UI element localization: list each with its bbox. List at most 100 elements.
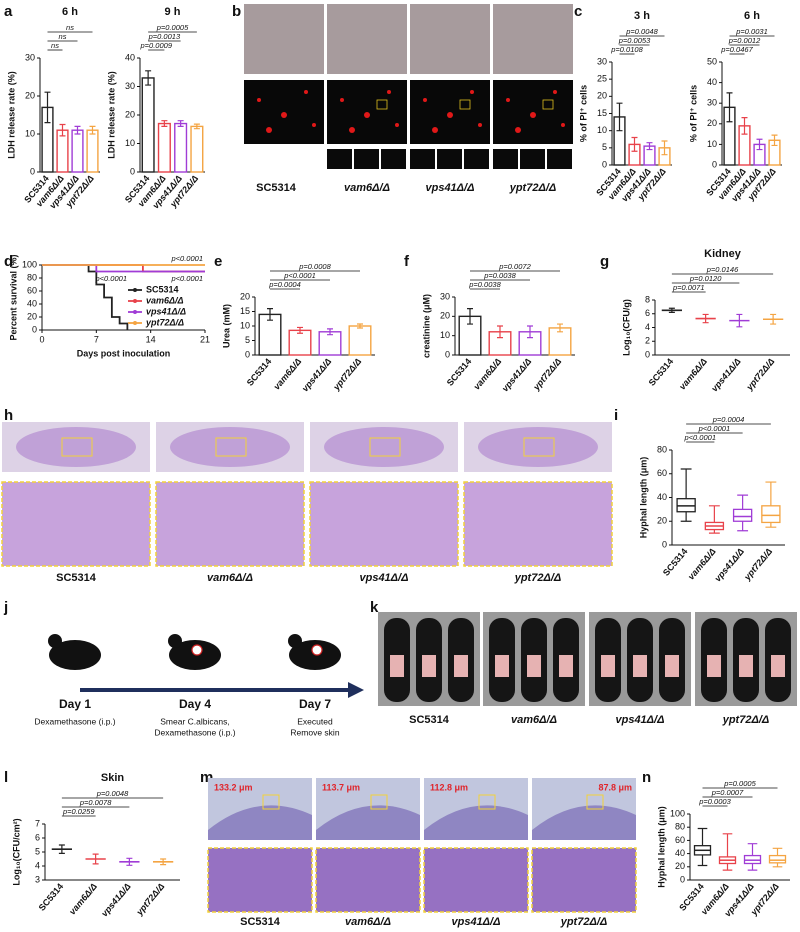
error-bar (161, 120, 168, 127)
whisker-low (680, 511, 692, 522)
y-tick-label: 30 (597, 56, 607, 66)
pi-cell (447, 112, 453, 118)
skin-tissue (424, 805, 528, 840)
y-tick-label: 15 (597, 108, 607, 118)
skin-lesion (665, 655, 679, 677)
tissue-region (324, 427, 444, 467)
image-label: ypt72Δ/Δ (509, 182, 557, 194)
pi-cell (364, 112, 370, 118)
skin-lesion (454, 655, 468, 677)
chart-title: Kidney (704, 248, 742, 260)
depth-measurement: 133.2 μm (214, 782, 253, 792)
timeline-text: Dexamethasone (i.p.) (154, 727, 235, 737)
y-axis-label: LDH release rate (%) (106, 71, 116, 159)
y-tick-label: 40 (125, 52, 135, 62)
panel-letter: l (4, 769, 8, 786)
y-tick-label: 30 (125, 81, 135, 91)
error-bar (59, 123, 66, 137)
x-tick-label: 0 (39, 334, 44, 344)
skin-lesion (422, 655, 436, 677)
chart-title: 9 h (165, 6, 181, 18)
y-tick-label: 30 (707, 98, 717, 108)
error-bar (661, 140, 668, 156)
x-tick-label: ypt72Δ/Δ (531, 356, 564, 392)
y-tick-label: 0 (645, 349, 650, 359)
y-tick-label: 2 (645, 336, 650, 346)
timeline-text: Smear C.albicans, (160, 716, 229, 726)
pi-cell (312, 123, 316, 127)
x-axis-label: Days post inoculation (77, 348, 171, 358)
skin-lesion (559, 655, 573, 677)
error-bar (702, 313, 709, 324)
y-tick-label: 100 (22, 259, 37, 269)
inset-image (381, 149, 406, 169)
pi-cell (478, 123, 482, 127)
y-tick-label: 8 (645, 294, 650, 304)
p-value: p=0.0005 (156, 23, 189, 32)
brightfield-image (244, 4, 324, 74)
y-tick-label: 6 (645, 308, 650, 318)
y-tick-label: 20 (707, 118, 717, 128)
panel-letter: c (574, 3, 582, 20)
p-value: p=0.0108 (610, 45, 643, 54)
y-tick-label: 80 (657, 444, 667, 454)
chart-title: 6 h (744, 10, 760, 22)
y-tick-label: 30 (440, 291, 450, 301)
p-value: p=0.0048 (625, 27, 658, 36)
pi-cell (561, 123, 565, 127)
x-tick-label: vam6Δ/Δ (677, 356, 709, 391)
skin-lesion (601, 655, 615, 677)
x-tick-label: SC5314 (445, 356, 474, 387)
y-tick-label: 20 (240, 291, 250, 301)
inset-box (459, 99, 471, 110)
error-bar (756, 138, 763, 151)
error-bar (631, 136, 638, 152)
p-value: p=0.0031 (735, 27, 768, 36)
tissue-region (478, 427, 598, 467)
image-label: SC5314 (256, 182, 297, 194)
image-label: vps41Δ/Δ (451, 916, 500, 928)
survival-line (42, 264, 205, 273)
y-tick-label: 20 (597, 91, 607, 101)
bar (71, 129, 84, 173)
bar (288, 329, 312, 356)
x-tick-label: ypt72Δ/Δ (331, 356, 364, 392)
p-value: p=0.0012 (728, 36, 761, 45)
whisker-low (747, 863, 758, 871)
x-tick-label: SC5314 (245, 356, 274, 387)
y-tick-label: 40 (675, 848, 685, 858)
panel-letter: d (4, 253, 13, 270)
skin-tissue (208, 805, 312, 840)
image-label: ypt72Δ/Δ (560, 916, 608, 928)
legend-marker (133, 310, 137, 314)
y-axis-label: Hyphal length (μm) (638, 457, 648, 539)
error-bar (357, 323, 363, 329)
skin-site (191, 644, 203, 656)
skin-tissue (316, 805, 420, 840)
error-bar (89, 125, 96, 135)
image-label: SC5314 (409, 714, 450, 726)
p-value: p=0.0120 (689, 274, 722, 283)
pi-cell (432, 127, 438, 133)
y-axis-label: % of PI⁺ cells (578, 85, 588, 142)
x-tick-label: vps41Δ/Δ (300, 356, 333, 393)
whisker-low (772, 862, 783, 868)
error-bar (741, 117, 748, 135)
y-axis-label: Hyphal length (μm) (656, 806, 666, 888)
error-bar (327, 328, 333, 336)
inset-image (547, 149, 572, 169)
p-value: p=0.0467 (720, 45, 753, 54)
image-label: vam6Δ/Δ (345, 916, 391, 928)
p-value: p<0.0001 (283, 271, 316, 280)
chart-title: 3 h (634, 10, 650, 22)
p-value: p=0.0259 (62, 807, 95, 816)
panel-letter: g (600, 253, 609, 270)
error-bar (616, 102, 623, 132)
pi-cell (395, 123, 399, 127)
error-bar (193, 123, 200, 130)
skin-lesion (707, 655, 721, 677)
error-bar (267, 308, 273, 321)
error-bar (58, 844, 65, 854)
chart-title: 6 h (62, 6, 78, 18)
